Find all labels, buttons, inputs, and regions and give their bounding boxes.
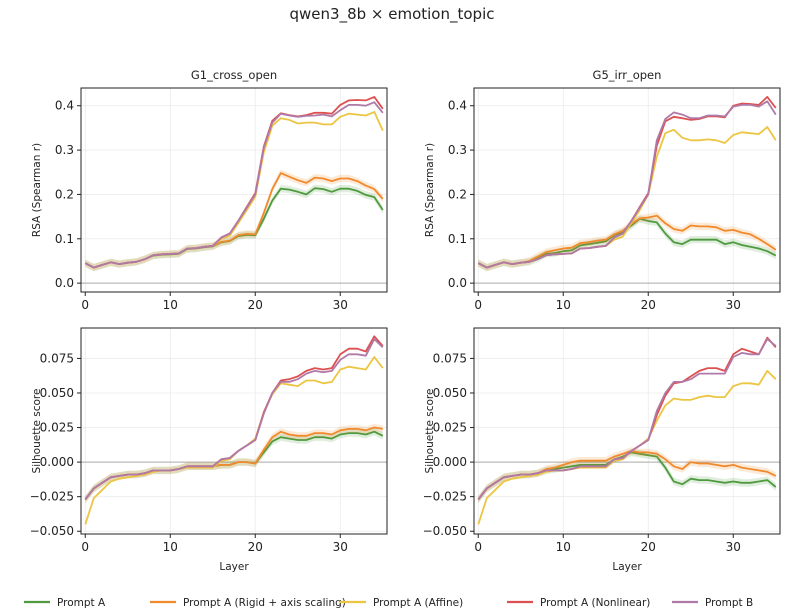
- legend-item-prompt-a-affine: Prompt A (Affine): [340, 597, 463, 609]
- y-tick-label: 0.1: [55, 232, 74, 246]
- legend-label: Prompt A (Rigid + axis scaling): [183, 597, 346, 609]
- legend-item-prompt-a-nonlinear: Prompt A (Nonlinear): [507, 597, 650, 609]
- legend: Prompt A Prompt A (Rigid + axis scaling) P…: [24, 597, 753, 609]
- y-tick-label: 0.1: [448, 232, 467, 246]
- x-tick-label: 0: [474, 298, 482, 312]
- panel-3: 0 10 20 30 −0.050 −0.025 0.000 0.025 0.050 0.075 S…: [30, 327, 388, 573]
- plot-frame: [473, 327, 781, 535]
- series-line-prompt-b: [477, 100, 777, 269]
- y-tick-label: 0.050: [40, 386, 74, 400]
- y-tick-label: 0.025: [40, 421, 74, 435]
- x-tick-label: 30: [333, 540, 348, 554]
- panel-title: G1_cross_open: [191, 68, 277, 82]
- y-tick-label: 0.000: [433, 455, 467, 469]
- y-tick-label: −0.025: [423, 490, 467, 504]
- x-tick-label: 10: [163, 298, 178, 312]
- x-tick-label: 10: [556, 298, 571, 312]
- y-tick-label: 0.4: [55, 99, 74, 113]
- series-line-prompt-b: [84, 338, 384, 500]
- series-band-prompt-a: [85, 428, 383, 504]
- legend-label: Prompt A: [57, 597, 106, 609]
- y-axis-label: RSA (Spearman r): [31, 143, 43, 237]
- x-tick-label: 20: [641, 298, 656, 312]
- legend-label: Prompt A (Affine): [373, 597, 463, 609]
- y-tick-label: 0.025: [433, 421, 467, 435]
- panels: 0 10 20 30 0.0 0.1 0.2 0.3 0.4 G1_cross_open RSA (…: [30, 68, 781, 573]
- legend-item-prompt-a: Prompt A: [24, 597, 106, 609]
- x-tick-label: 0: [81, 540, 89, 554]
- y-tick-label: 0.2: [448, 187, 467, 201]
- plot-frame: [473, 87, 781, 293]
- y-axis-label: Silhouette score: [424, 389, 436, 474]
- series-line-prompt-b: [477, 338, 777, 500]
- y-tick-label: −0.025: [30, 490, 74, 504]
- x-axis-label: Layer: [612, 561, 642, 573]
- y-tick-label: 0.3: [448, 143, 467, 157]
- legend-item-prompt-a-rigid-axis-scaling: Prompt A (Rigid + axis scaling): [150, 597, 346, 609]
- panel-title: G5_irr_open: [593, 68, 662, 82]
- series-band-prompt-a: [478, 448, 776, 504]
- x-tick-label: 10: [556, 540, 571, 554]
- x-tick-label: 0: [81, 298, 89, 312]
- x-tick-label: 20: [641, 540, 656, 554]
- x-axis-label: Layer: [219, 561, 249, 573]
- legend-label: Prompt B: [705, 597, 753, 609]
- y-tick-label: 0.075: [433, 351, 467, 365]
- series-line-prompt-b: [84, 101, 384, 269]
- y-tick-label: 0.000: [40, 455, 74, 469]
- y-tick-label: −0.050: [423, 524, 467, 538]
- x-tick-label: 30: [726, 298, 741, 312]
- x-tick-label: 10: [163, 540, 178, 554]
- y-tick-label: 0.0: [448, 276, 467, 290]
- y-tick-label: −0.050: [30, 524, 74, 538]
- plot-frame: [80, 87, 388, 293]
- y-tick-label: 0.050: [433, 386, 467, 400]
- y-tick-label: 0.4: [448, 99, 467, 113]
- plot-frame: [80, 327, 388, 535]
- series-band-prompt-a-rigid-axis-scaling: [478, 447, 776, 504]
- y-tick-label: 0.0: [55, 276, 74, 290]
- x-tick-label: 20: [248, 298, 263, 312]
- panel-4: 0 10 20 30 −0.050 −0.025 0.000 0.025 0.050 0.075 S…: [423, 327, 781, 573]
- y-axis-label: Silhouette score: [31, 389, 43, 474]
- x-tick-label: 30: [726, 540, 741, 554]
- y-axis-label: RSA (Spearman r): [424, 143, 436, 237]
- panel-1: 0 10 20 30 0.0 0.1 0.2 0.3 0.4 G1_cross_open RSA (…: [31, 68, 388, 312]
- y-tick-label: 0.2: [55, 187, 74, 201]
- x-tick-label: 20: [248, 540, 263, 554]
- y-tick-label: 0.3: [55, 143, 74, 157]
- y-tick-label: 0.075: [40, 351, 74, 365]
- legend-label: Prompt A (Nonlinear): [540, 597, 650, 609]
- legend-item-prompt-b: Prompt B: [672, 597, 753, 609]
- x-tick-label: 30: [333, 298, 348, 312]
- figure-title: qwen3_8b × emotion_topic: [290, 5, 495, 24]
- x-tick-label: 0: [474, 540, 482, 554]
- panel-2: 0 10 20 30 0.0 0.1 0.2 0.3 0.4 G5_irr_open RSA (Sp…: [424, 68, 781, 312]
